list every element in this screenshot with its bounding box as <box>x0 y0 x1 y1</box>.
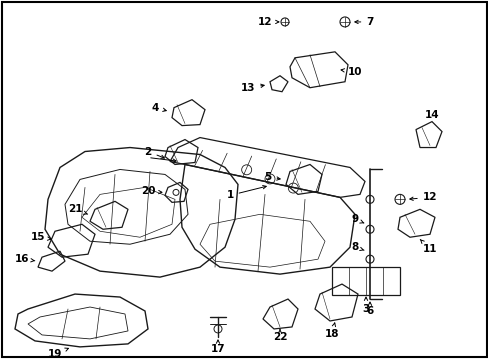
Text: 10: 10 <box>341 67 362 77</box>
Text: 1: 1 <box>226 185 265 201</box>
Circle shape <box>365 195 373 203</box>
Text: 15: 15 <box>31 232 51 242</box>
Text: 21: 21 <box>68 204 87 214</box>
Text: 9: 9 <box>351 214 363 224</box>
Text: 13: 13 <box>240 83 264 93</box>
Text: 20: 20 <box>141 186 162 197</box>
Text: 11: 11 <box>419 239 436 254</box>
Text: 16: 16 <box>15 254 35 264</box>
Text: 4: 4 <box>151 103 166 113</box>
Circle shape <box>365 225 373 233</box>
Text: 6: 6 <box>366 302 373 316</box>
Text: 5: 5 <box>264 172 280 183</box>
Text: 22: 22 <box>272 329 286 342</box>
Text: 17: 17 <box>210 340 225 354</box>
Text: 12: 12 <box>409 192 436 202</box>
Text: 19: 19 <box>48 348 68 359</box>
Text: 14: 14 <box>424 110 438 120</box>
Circle shape <box>365 255 373 263</box>
Text: 2: 2 <box>144 147 164 158</box>
Text: 18: 18 <box>324 323 339 339</box>
Text: 12: 12 <box>257 17 278 27</box>
Text: 7: 7 <box>354 17 373 27</box>
Bar <box>331 267 399 295</box>
Text: 8: 8 <box>351 242 364 252</box>
Text: 3: 3 <box>362 297 369 314</box>
